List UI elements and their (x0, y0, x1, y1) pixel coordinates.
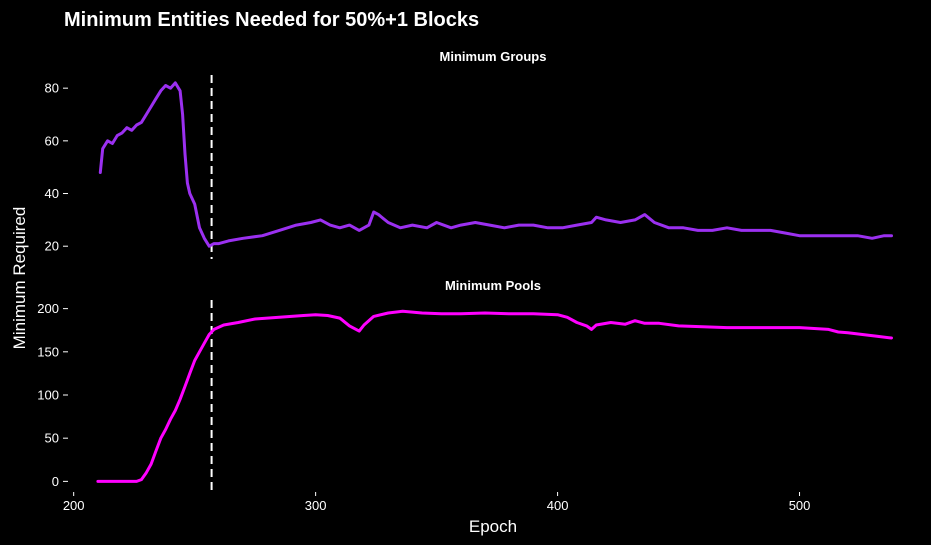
x-axis: 200 300 400 500 (63, 492, 811, 513)
panel-title-pools: Minimum Pools (445, 278, 541, 293)
y-tick-label: 50 (45, 431, 59, 446)
series-line-pools (96, 309, 893, 483)
x-tick-label: 200 (63, 498, 85, 513)
y-tick-label: 0 (52, 474, 59, 489)
y-tick-label: 80 (45, 81, 59, 96)
panel-title-groups: Minimum Groups (440, 49, 547, 64)
y-tick-label: 40 (45, 186, 59, 201)
y-tick-label: 200 (37, 301, 59, 316)
y-tick-label: 20 (45, 239, 59, 254)
pools-y-axis: 0 50 100 150 200 (37, 301, 68, 489)
series-line-groups (98, 81, 893, 248)
y-axis-label: Minimum Required (10, 207, 29, 350)
chart-title: Minimum Entities Needed for 50%+1 Blocks (64, 9, 479, 31)
y-tick-label: 150 (37, 344, 59, 359)
y-tick-label: 100 (37, 388, 59, 403)
groups-y-axis: 20 40 60 80 (45, 81, 68, 254)
x-axis-label: Epoch (469, 517, 517, 536)
y-tick-label: 60 (45, 133, 59, 148)
x-tick-label: 300 (305, 498, 327, 513)
x-tick-label: 500 (789, 498, 811, 513)
x-tick-label: 400 (547, 498, 569, 513)
